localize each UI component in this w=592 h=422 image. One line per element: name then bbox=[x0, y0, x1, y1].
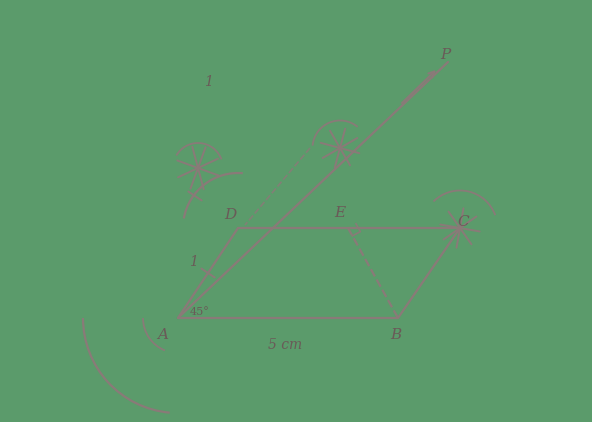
Text: P: P bbox=[440, 48, 450, 62]
Text: 5 cm: 5 cm bbox=[268, 338, 302, 352]
Text: 45°: 45° bbox=[190, 307, 210, 317]
Text: C: C bbox=[457, 215, 469, 229]
Text: 1: 1 bbox=[204, 75, 213, 89]
Text: E: E bbox=[334, 206, 346, 220]
Text: A: A bbox=[157, 328, 169, 342]
Text: 1: 1 bbox=[189, 255, 198, 269]
Text: B: B bbox=[390, 328, 401, 342]
Text: D: D bbox=[224, 208, 236, 222]
